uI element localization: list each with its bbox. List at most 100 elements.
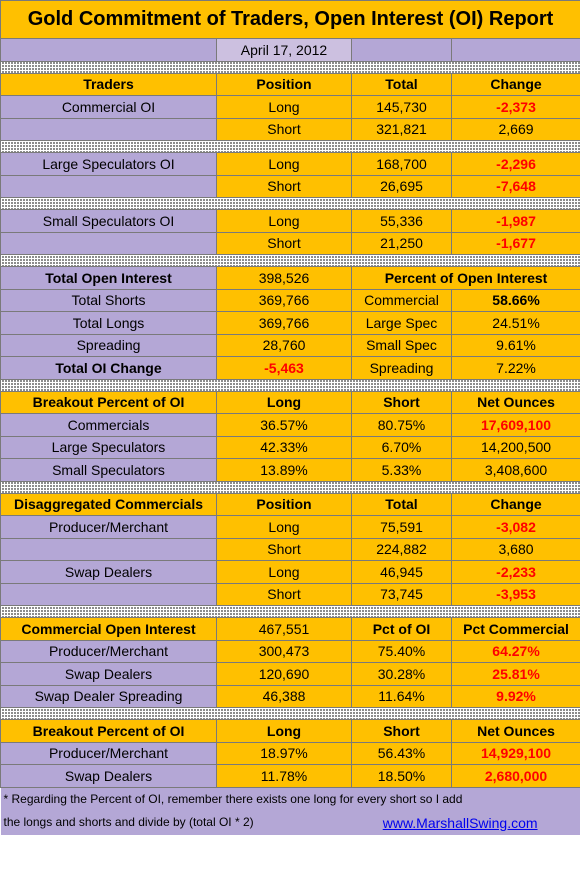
cell: -2,373	[450, 95, 580, 119]
cell: Commercial	[351, 288, 452, 312]
cell: 300,473	[216, 639, 352, 663]
cell: 14,929,100	[450, 741, 580, 765]
report-table: Gold Commitment of Traders, Open Interes…	[0, 0, 580, 835]
cell: 42.33%	[216, 435, 352, 459]
cell: 369,766	[216, 288, 352, 312]
cell: 224,882	[351, 537, 452, 561]
cell: -1,677	[450, 231, 580, 255]
cell: 28,760	[216, 333, 352, 357]
cell: Short	[216, 117, 352, 141]
cell: Position	[216, 492, 352, 516]
cell: Small Speculators	[0, 458, 217, 482]
cell: Total Longs	[0, 311, 217, 335]
cell: Total	[351, 72, 452, 96]
cell: 9.92%	[450, 684, 580, 708]
cell: 26,695	[351, 174, 452, 198]
cell: -5,463	[216, 356, 352, 380]
cell: Producer/Merchant	[0, 741, 217, 765]
cell: 398,526	[216, 266, 352, 290]
cell: Pct of OI	[351, 617, 452, 641]
cell: Large Spec	[351, 311, 452, 335]
cell: Net Ounces	[450, 719, 580, 743]
cell: -2,233	[450, 560, 580, 584]
cell: 25.81%	[450, 662, 580, 686]
cell: 321,821	[351, 117, 452, 141]
cell: 36.57%	[216, 413, 352, 437]
cell: 46,945	[351, 560, 452, 584]
cell: Producer/Merchant	[0, 515, 217, 539]
cell: 75.40%	[351, 639, 452, 663]
cell: 30.28%	[351, 662, 452, 686]
cell: 18.50%	[351, 764, 452, 788]
cell: 24.51%	[450, 311, 580, 335]
cell: Total Open Interest	[0, 266, 217, 290]
cell: Small Spec	[351, 333, 452, 357]
cell: Disaggregated Commercials	[0, 492, 217, 516]
title: Gold Commitment of Traders, Open Interes…	[0, 0, 580, 39]
cell: Percent of Open Interest	[350, 266, 580, 290]
cell: Change	[450, 72, 580, 96]
date: April 17, 2012	[216, 38, 352, 62]
cell: -3,082	[450, 515, 580, 539]
cell: Long	[216, 152, 352, 176]
cell: 17,609,100	[450, 413, 580, 437]
cell: 120,690	[216, 662, 352, 686]
cell: Long	[216, 719, 352, 743]
cell: Long	[216, 390, 352, 414]
cell: Long	[216, 209, 352, 233]
footnote-row: the longs and shorts and divide by (tota…	[0, 811, 580, 835]
cell: -1,987	[450, 209, 580, 233]
cell: Small Speculators OI	[0, 209, 217, 233]
cell: Short	[216, 582, 352, 606]
cell: 64.27%	[450, 639, 580, 663]
cell: Commercials	[0, 413, 217, 437]
cell: Pct Commercial	[450, 617, 580, 641]
cell: Short	[216, 231, 352, 255]
footnote: * Regarding the Percent of OI, remember …	[0, 787, 580, 811]
cell: Position	[216, 72, 352, 96]
cell: -2,296	[450, 152, 580, 176]
cell: 9.61%	[450, 333, 580, 357]
cell: Commercial OI	[0, 95, 217, 119]
cell: 13.89%	[216, 458, 352, 482]
cell: Breakout Percent of OI	[0, 719, 217, 743]
cell: Short	[351, 719, 452, 743]
cell: Short	[216, 537, 352, 561]
cell: 7.22%	[450, 356, 580, 380]
cell: 145,730	[351, 95, 452, 119]
cell: 80.75%	[351, 413, 452, 437]
cell: 2,680,000	[450, 764, 580, 788]
cell: 6.70%	[351, 435, 452, 459]
footnote: the longs and shorts and divide by (tota…	[3, 815, 254, 829]
cell: 168,700	[351, 152, 452, 176]
cell: Swap Dealers	[0, 560, 217, 584]
cell: Long	[216, 560, 352, 584]
cell: Commercial Open Interest	[0, 617, 217, 641]
cell: -3,953	[450, 582, 580, 606]
cell: Long	[216, 95, 352, 119]
cell: Traders	[0, 72, 217, 96]
cell: Short	[351, 390, 452, 414]
site-link[interactable]: www.MarshallSwing.com	[382, 815, 538, 831]
cell: Short	[216, 174, 352, 198]
cell: 18.97%	[216, 741, 352, 765]
cell: Total	[351, 492, 452, 516]
cell: 11.64%	[351, 684, 452, 708]
cell: Spreading	[0, 333, 217, 357]
cell: 5.33%	[351, 458, 452, 482]
cell: 73,745	[351, 582, 452, 606]
cell: 3,408,600	[450, 458, 580, 482]
cell: Producer/Merchant	[0, 639, 217, 663]
cell: Swap Dealer Spreading	[0, 684, 217, 708]
cell: Breakout Percent of OI	[0, 390, 217, 414]
cell: Total Shorts	[0, 288, 217, 312]
cell: 55,336	[351, 209, 452, 233]
cell: 467,551	[216, 617, 352, 641]
cell: 46,388	[216, 684, 352, 708]
cell: Net Ounces	[450, 390, 580, 414]
cell: 75,591	[351, 515, 452, 539]
cell: 369,766	[216, 311, 352, 335]
cell: Swap Dealers	[0, 764, 217, 788]
cell: 3,680	[450, 537, 580, 561]
